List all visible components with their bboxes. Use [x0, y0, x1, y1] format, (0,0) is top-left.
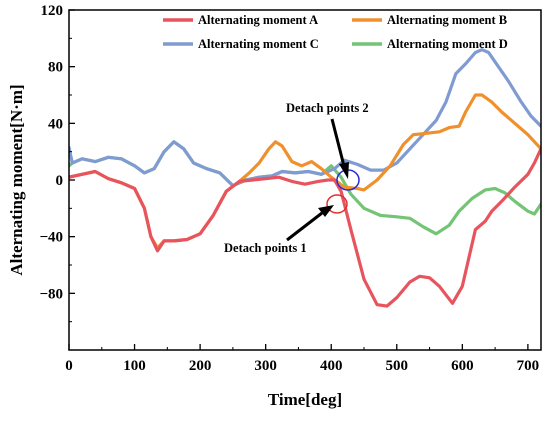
detach-point-2-label: Detach points 2	[286, 101, 369, 115]
series-layer	[69, 48, 541, 308]
y-axis-title: Alternating moment[N·m]	[7, 84, 26, 275]
axis-tick-labels: 0 100 200 300 400 500 600 700 −80 −40 0 40 80 120	[39, 3, 539, 374]
x-tick-label: 200	[189, 358, 212, 374]
legend-label-a: Alternating moment A	[198, 13, 318, 27]
legend-label-d: Alternating moment D	[387, 37, 508, 51]
series-line-a	[69, 147, 541, 308]
x-axis-title: Time[deg]	[268, 390, 342, 409]
y-tick-label: 80	[48, 60, 63, 76]
y-tick-label: −80	[39, 286, 63, 302]
y-tick-label: 40	[48, 116, 63, 132]
x-tick-label: 100	[123, 358, 146, 374]
x-tick-label: 0	[65, 358, 73, 374]
x-tick-label: 400	[320, 358, 343, 374]
x-tick-label: 300	[254, 358, 277, 374]
y-tick-label: 0	[56, 173, 64, 189]
detach-point-1-circle	[326, 194, 348, 214]
x-tick-label: 600	[451, 358, 474, 374]
series-line-c	[69, 48, 541, 188]
detach-point-2-arrow	[330, 118, 349, 179]
y-tick-label: −40	[39, 230, 63, 246]
legend-label-b: Alternating moment B	[387, 13, 507, 27]
x-tick-label: 700	[517, 358, 540, 374]
detach-point-1-arrow	[286, 205, 334, 242]
y-tick-label: 120	[41, 3, 64, 19]
series-line-d	[69, 140, 541, 236]
legend: Alternating moment A Alternating moment …	[163, 13, 508, 51]
plot-frame	[68, 9, 542, 351]
detach-point-1-label: Detach points 1	[224, 241, 307, 255]
legend-label-c: Alternating moment C	[198, 37, 319, 51]
x-tick-label: 500	[386, 358, 409, 374]
axis-ticks	[68, 9, 529, 350]
annotations: Detach points 2 Detach points 1	[224, 101, 369, 255]
